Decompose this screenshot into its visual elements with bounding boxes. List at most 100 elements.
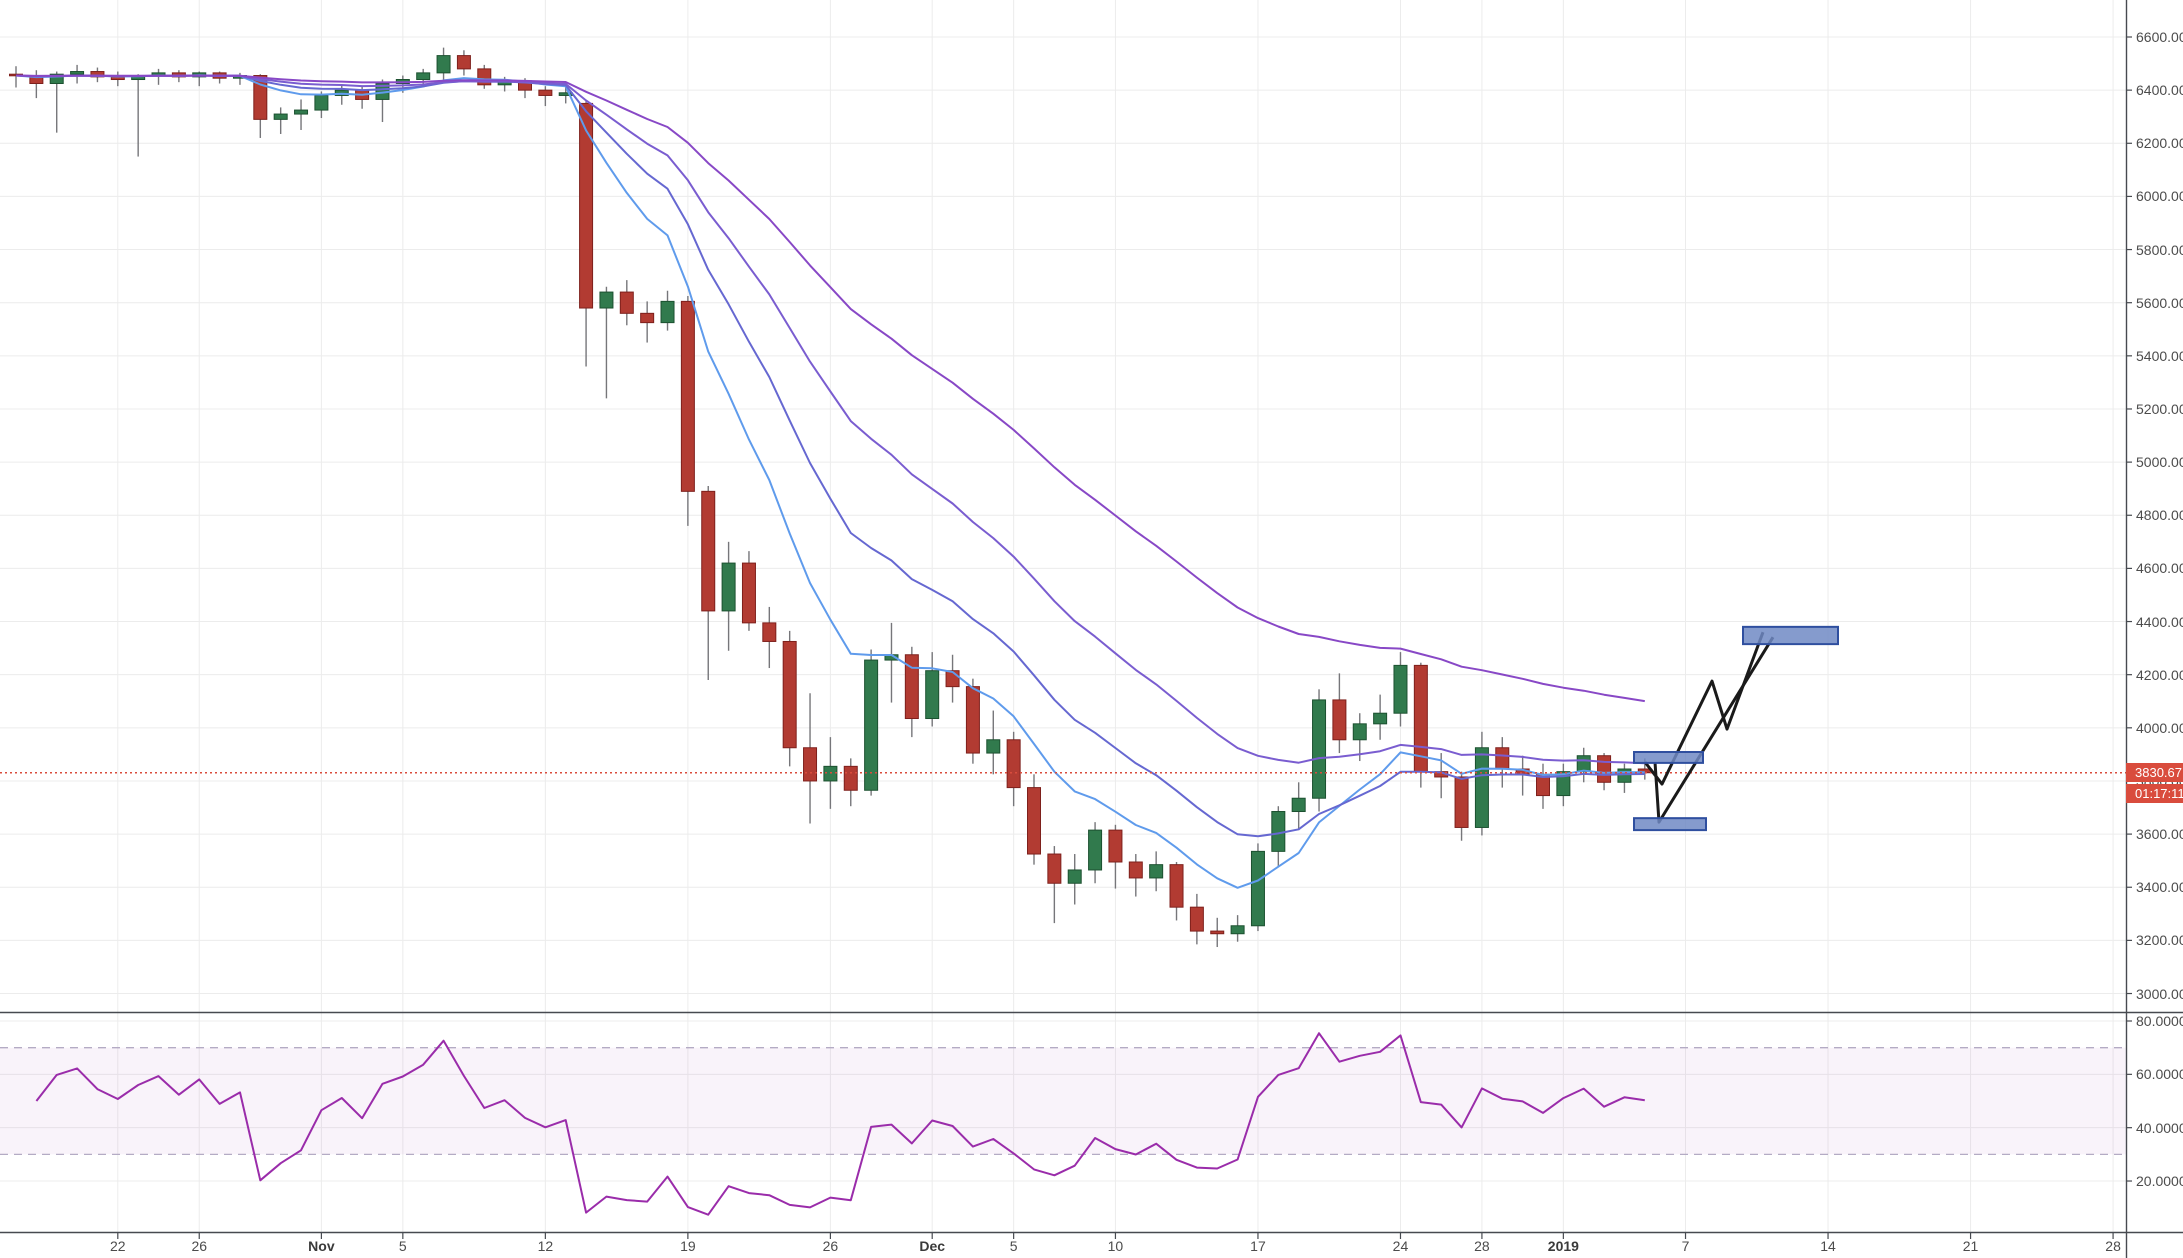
time-axis-label: 10	[1107, 1238, 1124, 1254]
time-axis-label: 22	[110, 1238, 126, 1254]
time-axis-label: 5	[398, 1238, 407, 1254]
price-axis-label: 4800.00	[2136, 507, 2183, 524]
current-price-label: 3830.67	[2126, 762, 2183, 782]
candle	[680, 300, 695, 492]
candle	[1373, 712, 1388, 725]
candle	[782, 640, 797, 749]
price-axis-label: 3600.00	[2136, 826, 2183, 843]
candle	[273, 113, 288, 120]
candle	[416, 72, 431, 81]
candle	[721, 562, 736, 612]
price-axis-label: 6600.00	[2136, 29, 2183, 45]
candle	[660, 300, 675, 324]
price-axis-label: 4000.00	[2136, 719, 2183, 736]
candle	[1250, 850, 1265, 927]
candle	[762, 622, 777, 642]
candle	[1474, 747, 1489, 828]
candle	[1006, 739, 1021, 789]
candle	[294, 109, 309, 115]
candle	[640, 312, 655, 324]
candle	[1149, 864, 1164, 879]
price-axis-label: 6400.00	[2136, 82, 2183, 99]
price-axis-label: 5400.00	[2136, 347, 2183, 364]
price-zone-rectangle[interactable]	[1633, 750, 1704, 764]
candle	[579, 102, 594, 309]
rsi-line	[35, 1032, 1645, 1216]
candle	[1271, 811, 1286, 852]
price-axis-label: 3400.00	[2136, 879, 2183, 896]
candle	[1088, 829, 1103, 871]
candle	[1312, 699, 1327, 799]
price-axis-label: 3200.00	[2136, 932, 2183, 949]
candle	[1393, 664, 1408, 714]
rsi-axis-label: 40.0000	[2136, 1119, 2183, 1136]
candle	[1128, 861, 1143, 879]
rsi-axis-label: 60.0000	[2136, 1066, 2183, 1083]
price-zone-rectangle[interactable]	[1742, 625, 1839, 646]
ma-line-16	[15, 74, 1645, 838]
candle	[1597, 755, 1612, 783]
time-axis-label: 24	[1392, 1238, 1409, 1254]
candle	[619, 291, 634, 314]
rsi-axis-label: 80.0000	[2136, 1013, 2183, 1029]
candle-countdown-value: 01:17:11	[2135, 785, 2183, 801]
candle	[538, 89, 553, 96]
price-zone-rectangle[interactable]	[1633, 817, 1707, 832]
candle	[1067, 869, 1082, 884]
time-axis-label: 19	[680, 1238, 696, 1254]
price-axis-label: 6000.00	[2136, 188, 2183, 205]
candle	[904, 654, 919, 720]
candle	[925, 670, 940, 720]
candle	[599, 291, 614, 309]
time-axis-label: 21	[1962, 1238, 1979, 1254]
time-axis-label: 26	[191, 1238, 208, 1254]
time-axis-label: Dec	[919, 1238, 946, 1254]
price-axis-label: 5800.00	[2136, 241, 2183, 258]
price-axis-label: 3000.00	[2136, 985, 2183, 1002]
current-price-value: 3830.67	[2135, 764, 2182, 780]
candle	[1454, 776, 1469, 828]
candle	[1027, 787, 1041, 855]
time-axis-label: 2019	[1547, 1238, 1579, 1254]
price-axis-label: 5200.00	[2136, 400, 2183, 417]
price-axis-label: 6200.00	[2136, 135, 2183, 152]
candle	[1556, 771, 1571, 797]
candle	[843, 765, 858, 791]
ma-line-45	[15, 74, 1645, 703]
ma-line-9	[15, 74, 1645, 889]
time-axis-label: 5	[1009, 1238, 1018, 1254]
time-axis-label: 26	[822, 1238, 839, 1254]
candle	[1495, 747, 1510, 770]
candle	[1332, 699, 1347, 741]
rsi-axis-label: 20.0000	[2136, 1173, 2183, 1190]
candle	[823, 765, 838, 782]
candle	[701, 490, 716, 612]
candle	[1352, 723, 1367, 741]
candle	[986, 739, 1001, 754]
candle	[1189, 906, 1204, 932]
candle	[436, 55, 451, 74]
candle	[1210, 930, 1225, 935]
time-axis-label: 28	[1474, 1238, 1490, 1254]
candle-countdown-label: 01:17:11	[2126, 783, 2183, 803]
price-axis-label: 4200.00	[2136, 666, 2183, 683]
projection-zigzag-line[interactable]	[1653, 636, 1775, 824]
price-axis-label: 4400.00	[2136, 613, 2183, 630]
candle	[49, 73, 64, 84]
candle	[1169, 864, 1184, 908]
candle	[70, 71, 85, 75]
price-axis-label: 4600.00	[2136, 560, 2183, 577]
time-axis-label: 28	[2105, 1238, 2121, 1254]
candle	[1108, 829, 1123, 863]
candle	[803, 747, 818, 782]
candle	[314, 94, 329, 111]
time-axis-label: 17	[1250, 1238, 1266, 1254]
candle	[1291, 797, 1306, 813]
price-axis-label: 5600.00	[2136, 294, 2183, 311]
candle	[456, 55, 471, 70]
candle	[864, 659, 879, 791]
candle	[1576, 755, 1591, 773]
time-axis-label: Nov	[308, 1238, 335, 1254]
